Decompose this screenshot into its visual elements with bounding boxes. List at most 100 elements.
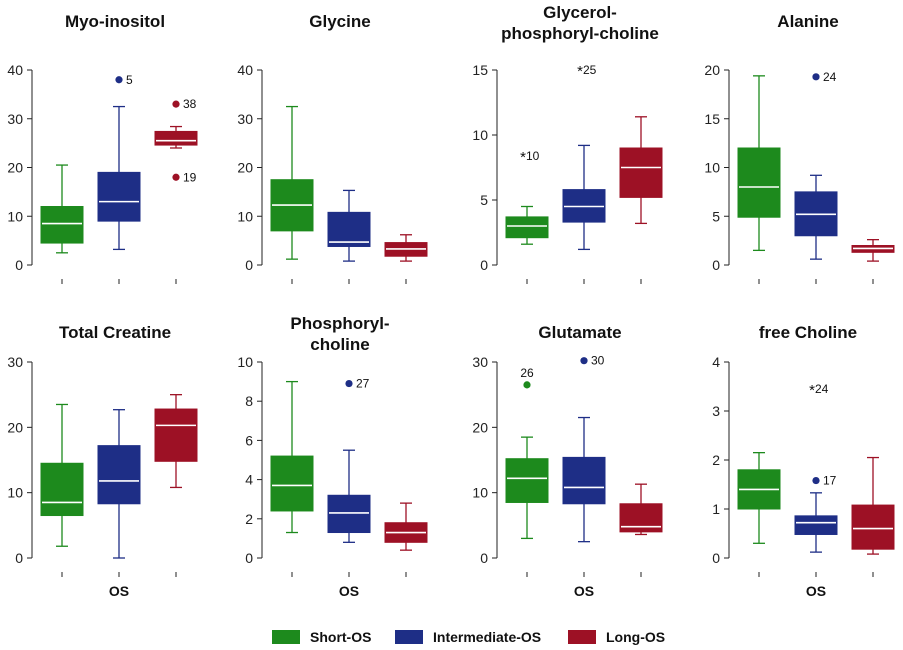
panel-7-intermediate-outlier-dot	[580, 357, 588, 365]
panel-1-long-outlier-label: 38	[183, 97, 197, 111]
panel-5-y-tick-label: 10	[7, 485, 23, 501]
panel-7-short-box	[505, 458, 549, 503]
panel-6-title: choline	[310, 335, 370, 354]
legend-label-long: Long-OS	[606, 629, 666, 645]
panel-6-y-tick-label: 4	[245, 472, 253, 488]
panel-1-y-tick-label: 20	[7, 160, 23, 176]
legend-swatch-long	[568, 630, 596, 644]
panel-1-long-outlier-dot	[172, 100, 180, 108]
panel-3-short-box	[505, 216, 549, 239]
panel-8-intermediate-outlier-star: *	[809, 382, 815, 399]
panel-1-intermediate-outlier-dot	[115, 76, 123, 84]
legend-swatch-intermediate	[395, 630, 423, 644]
panel-4-y-tick-label: 10	[704, 160, 720, 176]
legend-item-short: Short-OS	[272, 627, 371, 647]
panel-2-y-tick-label: 10	[237, 208, 253, 224]
panel-3-intermediate-outlier-label: 25	[583, 63, 597, 77]
panel-2-y-tick-label: 30	[237, 111, 253, 127]
panel-5-long-box	[154, 408, 198, 462]
panel-5-y-tick-label: 20	[7, 419, 23, 435]
panel-1-y-tick-label: 30	[7, 111, 23, 127]
panel-1-long-box	[154, 130, 198, 146]
panel-5-intermediate-box	[97, 445, 141, 505]
panel-3-title: Glycerol-	[543, 3, 617, 22]
panel-1-y-tick-label: 40	[7, 62, 23, 78]
panel-8-long-box	[851, 504, 895, 550]
panel-4-y-tick-label: 20	[704, 62, 720, 78]
panel-5-x-label: OS	[109, 583, 129, 599]
panel-8-x-label: OS	[806, 583, 826, 599]
panel-3-y-tick-label: 15	[472, 62, 488, 78]
panel-1-title: Myo-inositol	[65, 12, 165, 31]
panel-4-short-box	[737, 147, 781, 218]
panel-8-y-tick-label: 2	[712, 452, 720, 468]
panel-2-y-tick-label: 20	[237, 160, 253, 176]
panel-3-y-tick-label: 10	[472, 127, 488, 143]
panel-7-title: Glutamate	[538, 323, 621, 342]
panel-8-intermediate-outlier-label: 17	[823, 474, 837, 488]
panel-5-y-tick-label: 30	[7, 354, 23, 370]
panel-8-title: free Choline	[759, 323, 857, 342]
panel-3-short-outlier-label: 10	[526, 149, 540, 163]
panel-6-intermediate-outlier-label: 27	[356, 377, 370, 391]
panel-2-title: Glycine	[309, 12, 370, 31]
panel-1-intermediate-box	[97, 171, 141, 222]
panel-4-y-tick-label: 0	[712, 257, 720, 273]
panel-2-intermediate-box	[327, 211, 371, 247]
panel-1-intermediate-outlier-label: 5	[126, 73, 133, 87]
panel-8-y-tick-label: 3	[712, 403, 720, 419]
panel-1-long-outlier-label: 19	[183, 170, 197, 184]
panel-8-y-tick-label: 0	[712, 550, 720, 566]
panel-4-y-tick-label: 15	[704, 111, 720, 127]
panel-1-y-tick-label: 0	[15, 257, 23, 273]
panel-6-y-tick-label: 2	[245, 511, 253, 527]
panel-4-intermediate-outlier-label: 24	[823, 70, 837, 84]
legend-label-short: Short-OS	[310, 629, 372, 645]
legend-item-long: Long-OS	[568, 627, 665, 647]
panel-4-title: Alanine	[777, 12, 838, 31]
panel-2-y-tick-label: 0	[245, 257, 253, 273]
panel-4-intermediate-outlier-dot	[812, 73, 820, 81]
panel-6-x-label: OS	[339, 583, 359, 599]
panel-3-y-tick-label: 0	[480, 257, 488, 273]
legend: Short-OS Intermediate-OS Long-OS	[0, 627, 903, 649]
panel-7-y-tick-label: 10	[472, 485, 488, 501]
panel-7-x-label: OS	[574, 583, 594, 599]
panel-3-y-tick-label: 5	[480, 192, 488, 208]
legend-label-intermediate: Intermediate-OS	[433, 629, 542, 645]
panel-5-y-tick-label: 0	[15, 550, 23, 566]
panel-7-y-tick-label: 30	[472, 354, 488, 370]
panel-6-title: Phosphoryl-	[290, 314, 389, 333]
panel-7-long-box	[619, 503, 663, 533]
panel-1-short-box	[40, 206, 84, 244]
panel-3-long-box	[619, 147, 663, 198]
panel-1-long-outlier-dot	[172, 173, 180, 181]
panel-6-y-tick-label: 10	[237, 354, 253, 370]
panel-6-y-tick-label: 6	[245, 432, 253, 448]
panel-3-short-outlier-star: *	[520, 149, 526, 166]
panel-3-title: phosphoryl-choline	[501, 24, 659, 43]
panel-1-y-tick-label: 10	[7, 208, 23, 224]
panel-7-y-tick-label: 20	[472, 419, 488, 435]
legend-swatch-short	[272, 630, 300, 644]
panel-5-short-box	[40, 462, 84, 517]
panel-7-short-outlier-label: 26	[520, 366, 534, 380]
panel-8-y-tick-label: 1	[712, 501, 720, 517]
panel-4-y-tick-label: 5	[712, 208, 720, 224]
panel-2-y-tick-label: 40	[237, 62, 253, 78]
panel-5-title: Total Creatine	[59, 323, 171, 342]
panel-6-short-box	[270, 455, 314, 512]
panel-7-short-outlier-dot	[523, 381, 531, 389]
panel-8-intermediate-outlier-label: 24	[815, 382, 829, 396]
boxplot-grid: Myo-inositol01020304053819Glycine0102030…	[7, 3, 895, 599]
legend-item-intermediate: Intermediate-OS	[395, 627, 541, 647]
panel-6-intermediate-outlier-dot	[345, 379, 353, 388]
panel-8-intermediate-outlier-dot	[812, 476, 820, 485]
panel-6-y-tick-label: 0	[245, 550, 253, 566]
panel-7-intermediate-box	[562, 456, 606, 505]
panel-8-y-tick-label: 4	[712, 354, 720, 370]
panel-3-intermediate-outlier-star: *	[577, 63, 583, 80]
panel-6-y-tick-label: 8	[245, 393, 253, 409]
panel-6-intermediate-box	[327, 494, 371, 534]
